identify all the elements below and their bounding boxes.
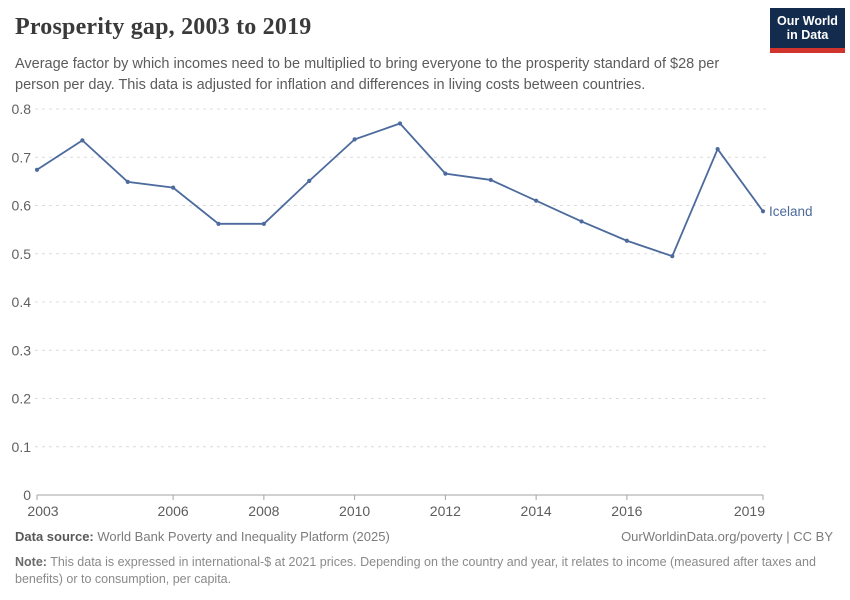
owid-logo-line1: Our World	[777, 13, 838, 28]
data-point-iceland-2014[interactable]	[534, 198, 539, 203]
data-point-iceland-2005[interactable]	[125, 179, 130, 184]
data-point-iceland-2012[interactable]	[443, 171, 448, 176]
x-tick-label-2008: 2008	[248, 503, 279, 519]
x-tick-label-2006: 2006	[158, 503, 189, 519]
license-link[interactable]: OurWorldinData.org/poverty | CC BY	[621, 529, 833, 544]
data-point-iceland-2003[interactable]	[34, 167, 40, 172]
data-source-line: Data source: World Bank Poverty and Ineq…	[15, 529, 390, 544]
y-tick-label-0.5: 0.5	[12, 246, 32, 262]
owid-logo-line2: in Data	[786, 28, 829, 42]
y-tick-label-0.2: 0.2	[12, 391, 32, 407]
data-point-iceland-2018[interactable]	[715, 146, 720, 152]
note-value: This data is expressed in international-…	[15, 555, 816, 586]
data-point-iceland-2006[interactable]	[171, 185, 176, 190]
data-point-iceland-2011[interactable]	[397, 121, 403, 126]
y-tick-label-0.8: 0.8	[12, 101, 32, 117]
owid-logo-accent-bar	[770, 48, 845, 53]
data-point-iceland-2009[interactable]	[307, 178, 312, 183]
data-point-iceland-2010[interactable]	[352, 137, 357, 142]
owid-logo-box: Our World in Data	[770, 8, 845, 48]
data-point-iceland-2016[interactable]	[624, 238, 629, 243]
x-tick-label-2016: 2016	[611, 503, 642, 519]
data-point-iceland-2013[interactable]	[488, 177, 493, 183]
data-point-iceland-2004[interactable]	[80, 138, 85, 143]
x-tick-label-2019: 2019	[734, 503, 765, 519]
y-tick-label-0.1: 0.1	[12, 439, 32, 455]
note-label: Note:	[15, 555, 47, 569]
chart-subtitle: Average factor by which incomes need to …	[15, 56, 720, 94]
y-tick-label-0: 0	[23, 487, 31, 503]
series-line-iceland[interactable]	[36, 122, 764, 258]
data-point-iceland-2015[interactable]	[579, 219, 584, 224]
x-tick-label-2010: 2010	[339, 503, 370, 519]
data-point-iceland-2017[interactable]	[670, 254, 675, 259]
entity-label-iceland[interactable]: Iceland	[769, 204, 813, 219]
data-point-iceland-2008[interactable]	[261, 221, 266, 226]
y-tick-label-0.7: 0.7	[12, 149, 32, 165]
x-tick-label-2012: 2012	[430, 503, 461, 519]
data-source-label: Data source:	[15, 529, 94, 544]
y-tick-label-0.3: 0.3	[12, 342, 32, 358]
data-source-value: World Bank Poverty and Inequality Platfo…	[93, 529, 390, 544]
x-tick-label-2003: 2003	[27, 503, 58, 519]
chart-note: Note: This data is expressed in internat…	[15, 554, 821, 587]
chart-title: Prosperity gap, 2003 to 2019	[15, 14, 312, 40]
data-point-iceland-2019[interactable]	[760, 209, 766, 214]
footer-row: Data source: World Bank Poverty and Ineq…	[15, 529, 833, 544]
data-point-iceland-2007[interactable]	[216, 221, 221, 226]
y-tick-label-0.6: 0.6	[12, 198, 32, 214]
x-tick-label-2014: 2014	[521, 503, 552, 519]
y-tick-label-0.4: 0.4	[12, 294, 32, 310]
owid-logo[interactable]: Our World in Data	[770, 8, 845, 53]
